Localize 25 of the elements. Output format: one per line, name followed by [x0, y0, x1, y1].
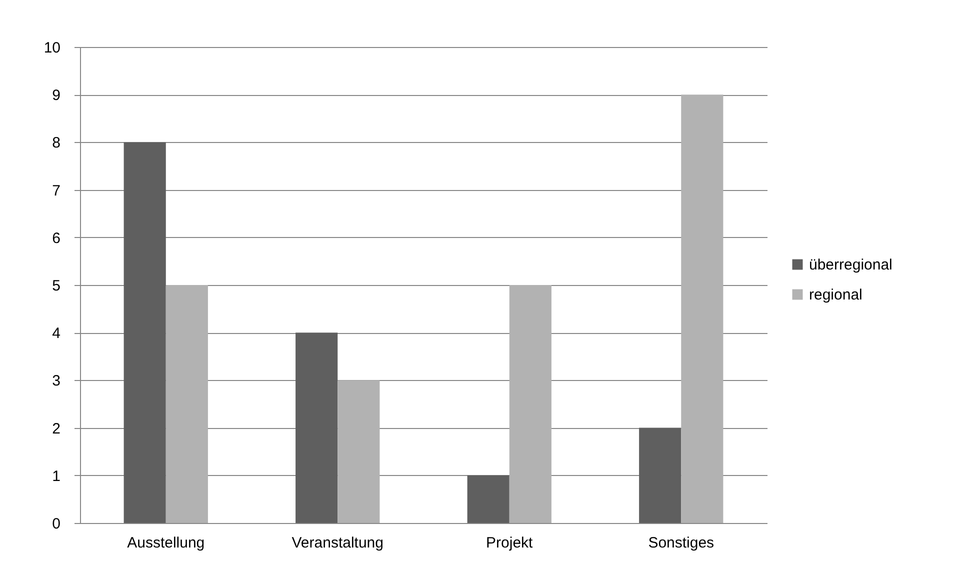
- y-tick-label: 8: [52, 134, 60, 152]
- bar: [296, 332, 338, 523]
- y-tick-label: 1: [52, 468, 60, 485]
- x-tick-label: Ausstellung: [127, 534, 205, 552]
- bar: [681, 94, 724, 523]
- bar: [166, 285, 208, 523]
- legend-label: regional: [809, 286, 862, 304]
- legend-label: überregional: [809, 256, 892, 274]
- bar: [467, 475, 510, 523]
- y-tick-label: 9: [52, 87, 60, 104]
- y-tick-label: 3: [52, 372, 60, 390]
- y-tick-label: 6: [52, 230, 60, 247]
- x-tick-label: Sonstiges: [648, 534, 714, 552]
- bar: [509, 285, 552, 523]
- y-tick-label: 5: [52, 278, 60, 294]
- y-tick-label: 0: [52, 516, 60, 532]
- bar: [338, 380, 380, 523]
- x-tick-label: Veranstaltung: [292, 534, 384, 552]
- y-tick-label: 7: [52, 182, 60, 200]
- y-tick-label: 4: [52, 325, 60, 342]
- bar: [639, 428, 682, 523]
- x-tick-label: Projekt: [486, 534, 534, 552]
- y-tick-label: 2: [52, 420, 60, 438]
- bar: [124, 142, 166, 523]
- y-tick-label: 10: [44, 40, 60, 56]
